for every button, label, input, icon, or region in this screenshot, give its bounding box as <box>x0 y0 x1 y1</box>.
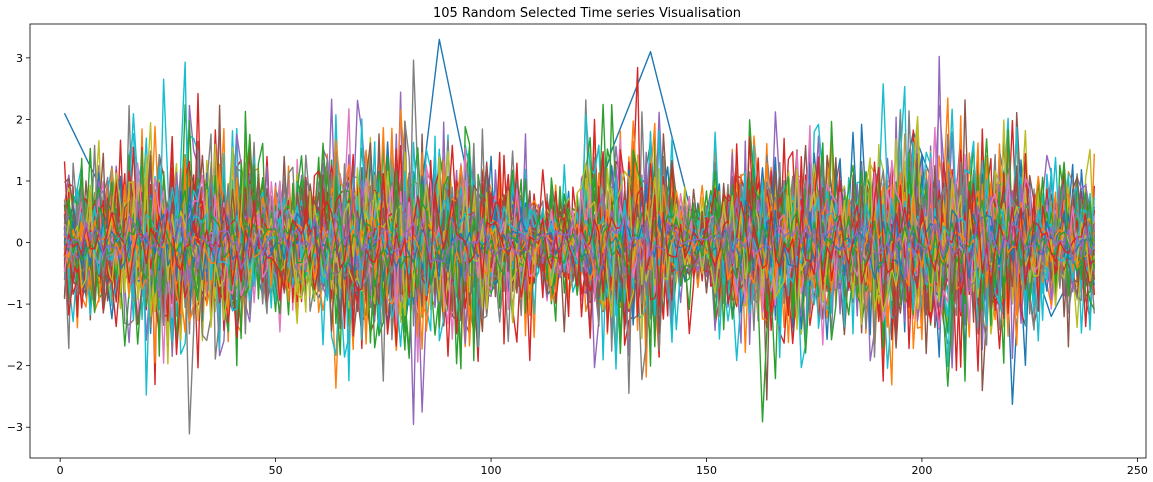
series-line <box>63 188 1095 282</box>
y-tick-label: −2 <box>7 360 23 373</box>
y-tick-label: 0 <box>16 237 23 250</box>
y-tick-label: 1 <box>16 175 23 188</box>
plot-frame <box>29 23 1147 459</box>
x-tick-label: 50 <box>269 464 283 477</box>
x-tick-label: 200 <box>911 464 932 477</box>
y-tick-label: 3 <box>16 52 23 65</box>
y-axis: −3 −2 −1 0 1 2 3 <box>7 52 30 434</box>
x-axis: 0 50 100 150 200 250 <box>57 458 1148 477</box>
chart-title: 105 Random Selected Time series Visualis… <box>433 6 741 21</box>
x-tick-label: 150 <box>696 464 717 477</box>
x-tick-label: 0 <box>57 464 64 477</box>
y-tick-label: −1 <box>7 298 23 311</box>
x-tick-label: 100 <box>481 464 502 477</box>
y-tick-label: −3 <box>7 421 23 434</box>
series-layer <box>63 38 1095 435</box>
x-tick-label: 250 <box>1127 464 1148 477</box>
series-line <box>63 154 1095 328</box>
y-tick-label: 2 <box>16 113 23 126</box>
series-line <box>63 166 1095 307</box>
